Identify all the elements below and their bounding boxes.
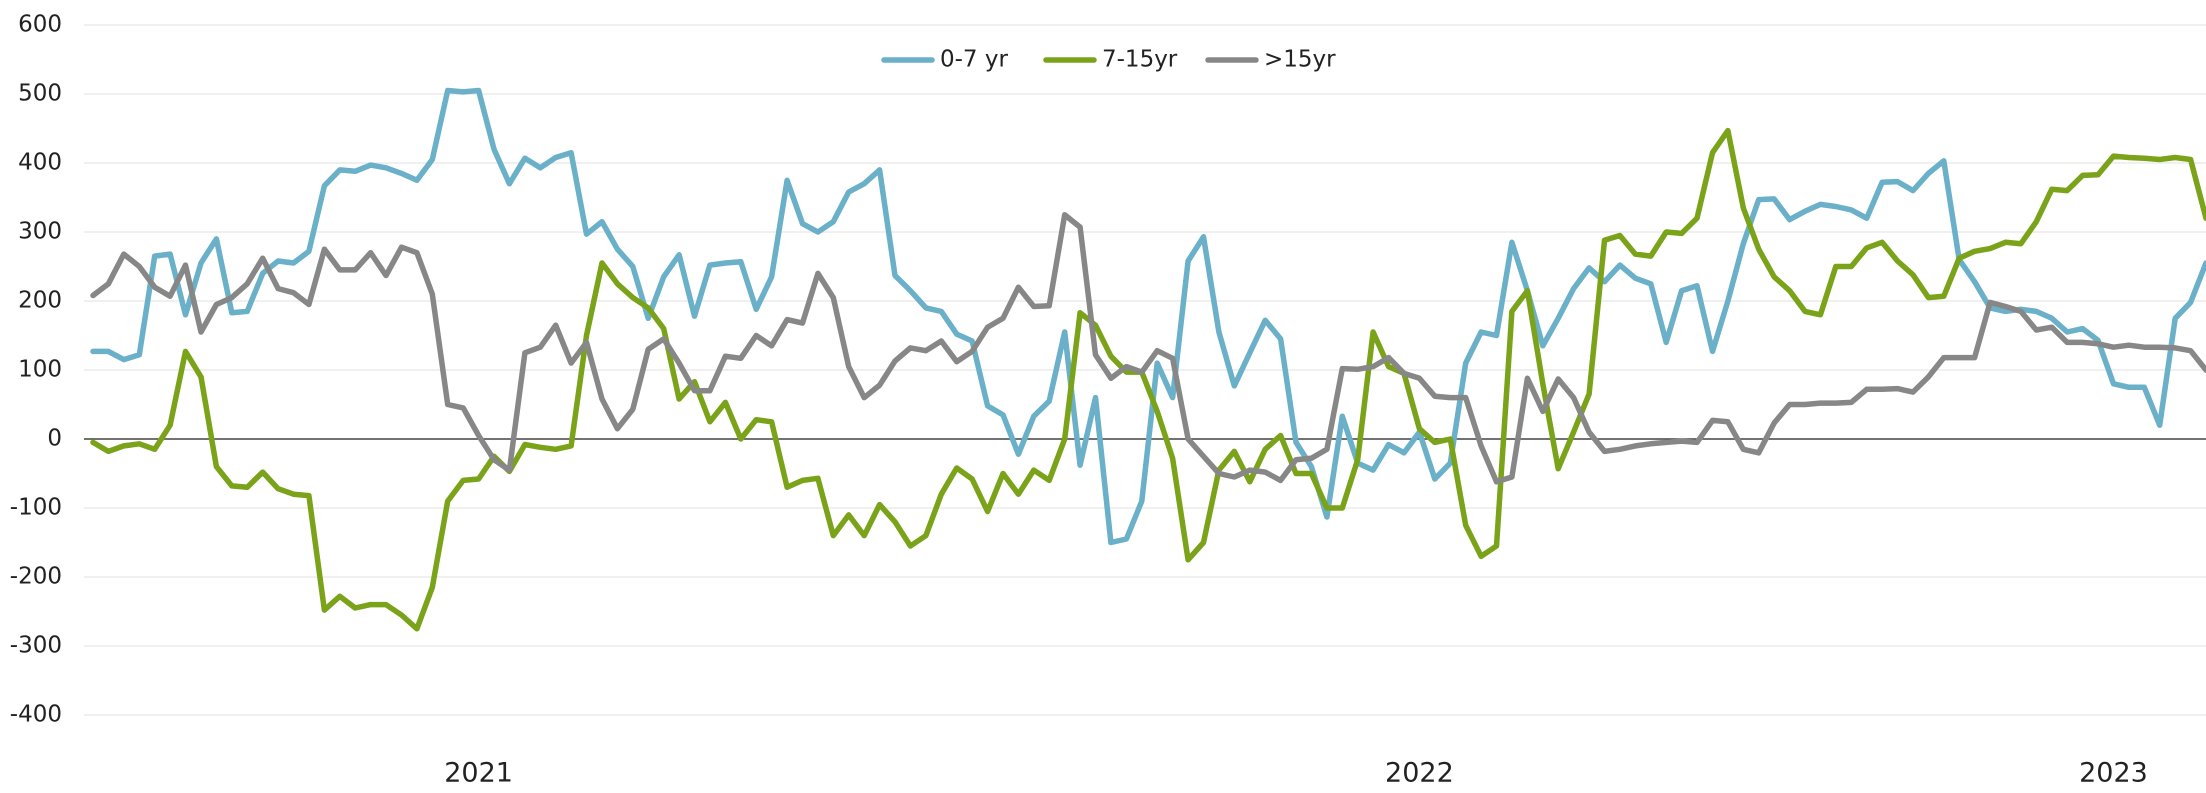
x-tick-label: 2021 xyxy=(444,758,513,789)
y-tick-label: -400 xyxy=(10,702,62,728)
y-tick-label: 400 xyxy=(18,150,62,176)
x-tick-label: 2023 xyxy=(2079,758,2148,789)
legend-label: 7-15yr xyxy=(1102,47,1178,73)
series-line xyxy=(90,87,2206,546)
y-tick-label: 200 xyxy=(18,288,62,314)
y-tick-label: 100 xyxy=(18,357,62,383)
series-line xyxy=(90,212,2206,485)
legend-label: >15yr xyxy=(1264,47,1336,73)
y-tick-label: -100 xyxy=(10,495,62,521)
x-tick-label: 2022 xyxy=(1385,758,1454,789)
y-tick-label: 0 xyxy=(47,426,62,452)
series-line xyxy=(90,127,2206,632)
legend-label: 0-7 yr xyxy=(940,47,1008,73)
y-tick-label: 300 xyxy=(18,219,62,245)
y-tick-label: 500 xyxy=(18,81,62,107)
y-tick-label: 600 xyxy=(18,12,62,38)
y-tick-label: -300 xyxy=(10,633,62,659)
y-tick-label: -200 xyxy=(10,564,62,590)
legend: 0-7 yr 7-15yr >15yr xyxy=(881,47,1336,73)
